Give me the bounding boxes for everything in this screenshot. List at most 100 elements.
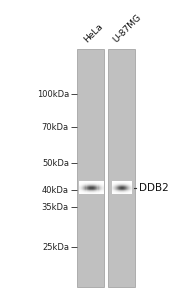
Bar	[94, 185, 95, 186]
Bar	[126, 190, 127, 191]
Bar	[113, 187, 114, 188]
Bar	[93, 188, 94, 189]
Bar	[113, 193, 114, 194]
Bar	[129, 185, 130, 186]
Bar	[120, 192, 121, 193]
Bar	[114, 186, 115, 187]
Bar	[126, 185, 127, 186]
Bar	[119, 193, 120, 194]
Text: 25kDa: 25kDa	[42, 243, 69, 252]
Bar	[125, 182, 126, 183]
Bar	[125, 182, 126, 183]
Bar	[99, 184, 100, 185]
Bar	[85, 184, 87, 185]
Text: 40kDa: 40kDa	[42, 186, 69, 195]
Bar	[124, 185, 125, 186]
Bar	[120, 189, 121, 190]
Bar	[120, 183, 121, 184]
Bar	[99, 183, 100, 184]
Bar	[85, 191, 87, 192]
Bar	[83, 184, 84, 185]
Bar	[99, 189, 100, 190]
Bar	[80, 193, 82, 194]
Bar	[131, 186, 132, 187]
Bar	[120, 186, 121, 187]
Bar	[83, 188, 84, 189]
Bar	[97, 191, 99, 192]
Bar	[91, 191, 93, 192]
Bar	[120, 187, 121, 188]
Bar	[129, 182, 130, 183]
Bar	[126, 193, 127, 194]
Bar	[93, 191, 94, 192]
Bar	[128, 186, 129, 187]
Bar	[129, 190, 130, 191]
Bar	[102, 193, 104, 194]
Bar	[94, 186, 95, 187]
Bar	[123, 183, 124, 184]
Bar	[85, 186, 87, 187]
Bar	[93, 190, 94, 191]
Bar	[84, 192, 85, 193]
Bar	[129, 190, 130, 191]
Bar	[128, 184, 129, 185]
Bar	[128, 188, 129, 189]
Bar	[93, 192, 94, 193]
Bar	[126, 185, 127, 186]
Bar	[127, 183, 128, 184]
Bar	[124, 182, 125, 183]
Bar	[121, 183, 122, 184]
Bar	[130, 183, 131, 184]
Bar	[120, 185, 121, 186]
Bar	[129, 192, 130, 193]
Bar	[88, 184, 89, 185]
Bar	[117, 190, 118, 191]
Bar	[91, 186, 93, 187]
Bar	[90, 188, 92, 189]
Bar	[82, 182, 83, 183]
Bar	[116, 188, 117, 189]
Bar	[118, 186, 119, 187]
Bar	[79, 182, 81, 183]
Bar	[85, 189, 87, 190]
Bar	[79, 187, 81, 188]
Bar	[97, 186, 99, 187]
Bar	[126, 184, 127, 185]
Bar	[95, 192, 96, 193]
Bar	[83, 187, 84, 188]
Bar	[89, 191, 90, 192]
Bar	[85, 191, 87, 192]
Bar	[79, 192, 81, 193]
Bar	[80, 183, 82, 184]
Bar	[87, 193, 88, 194]
Text: 100kDa: 100kDa	[37, 90, 69, 99]
Bar	[121, 187, 122, 188]
Bar	[89, 182, 90, 183]
Bar	[88, 187, 89, 188]
Bar	[120, 182, 121, 183]
Bar	[130, 185, 131, 186]
Bar	[127, 185, 128, 186]
Bar	[112, 190, 113, 191]
Bar	[89, 187, 90, 188]
Bar	[126, 181, 127, 182]
Bar	[127, 186, 128, 187]
Bar	[97, 193, 99, 194]
Bar	[95, 193, 96, 194]
Bar	[117, 185, 118, 186]
Bar	[84, 186, 85, 187]
Bar	[122, 190, 123, 191]
Bar	[101, 193, 102, 194]
Bar	[101, 187, 102, 188]
Bar	[120, 186, 121, 187]
Bar	[116, 190, 117, 191]
Bar	[121, 186, 122, 187]
Bar	[122, 181, 123, 182]
Bar	[85, 192, 87, 193]
Bar	[84, 188, 85, 189]
Bar	[84, 190, 85, 191]
Bar	[95, 191, 96, 192]
Bar	[118, 188, 119, 189]
Bar	[101, 193, 102, 194]
Bar	[94, 188, 95, 189]
